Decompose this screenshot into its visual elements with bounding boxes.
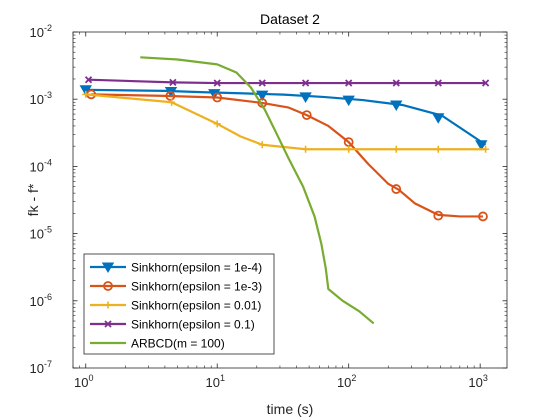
series-4-point xyxy=(169,78,177,87)
series-1-point xyxy=(342,95,355,107)
series-4-point xyxy=(392,79,400,87)
legend-marker-1 xyxy=(101,262,115,274)
plot-frame xyxy=(72,31,508,369)
series-3-point xyxy=(258,141,266,149)
series-1-point xyxy=(475,140,488,151)
legend-label-5: ARBCD(m = 100) xyxy=(131,337,225,351)
legend-marker-3 xyxy=(104,301,112,309)
series-1-point xyxy=(432,113,445,124)
y-axis-label: fk - f* xyxy=(25,183,41,216)
series-5 xyxy=(140,56,375,325)
legend-label-2: Sinkhorn(epsilon = 1e-3) xyxy=(131,280,262,294)
legend-marker-4 xyxy=(104,320,112,328)
series-4-point xyxy=(301,79,310,87)
series-3-point xyxy=(345,145,353,153)
series-1-point xyxy=(299,92,312,103)
series-4-point xyxy=(213,79,221,87)
series-2-point xyxy=(165,90,176,101)
series-3-point xyxy=(168,98,176,106)
series-2-point xyxy=(478,211,488,222)
legend: Sinkhorn(epsilon = 1e-4) Sinkhorn(epsilon… xyxy=(83,253,275,355)
series-4-point xyxy=(481,79,490,87)
series-1-point xyxy=(256,90,269,102)
series-2-point xyxy=(433,210,444,221)
series-3-point xyxy=(82,90,90,98)
series-line-5 xyxy=(140,56,375,325)
x-axis-label: time (s) xyxy=(267,401,314,417)
series-4-point xyxy=(84,76,93,84)
series-3-point xyxy=(302,145,310,153)
series-3-point xyxy=(434,145,442,153)
series-layer xyxy=(79,56,490,325)
legend-label-3: Sinkhorn(epsilon = 0.01) xyxy=(131,299,261,313)
series-2-point xyxy=(212,92,223,103)
series-4-point xyxy=(345,79,353,87)
series-2-point xyxy=(391,184,402,194)
legend-label-1: Sinkhorn(epsilon = 1e-4) xyxy=(131,261,262,275)
series-4-point xyxy=(434,79,442,87)
legend-label-4: Sinkhorn(epsilon = 0.1) xyxy=(131,318,255,332)
series-4-point xyxy=(258,79,266,87)
series-1-point xyxy=(390,100,403,112)
chart-title: Dataset 2 xyxy=(260,11,320,27)
legend-marker-2 xyxy=(103,281,113,291)
series-3-point xyxy=(392,145,400,153)
series-3-point xyxy=(482,145,490,153)
series-3-point xyxy=(213,120,221,128)
series-line-2 xyxy=(91,93,483,218)
series-4 xyxy=(84,76,490,87)
series-2-point xyxy=(301,110,312,120)
